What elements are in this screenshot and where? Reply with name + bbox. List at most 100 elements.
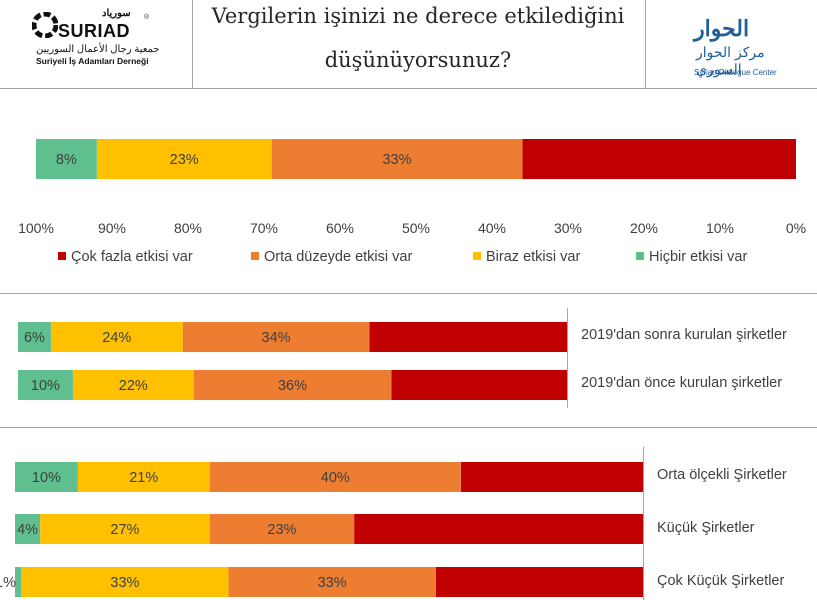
bar-segment-biraz-1-0 — [50, 322, 183, 352]
bar-segment-hicbir-1-1 — [18, 370, 73, 400]
data-label-orta-2-2: 33% — [318, 575, 347, 591]
legend-swatch-biraz — [473, 252, 481, 260]
x-tick-label: 100% — [18, 220, 54, 236]
legend-item-biraz: Biraz etkisi var — [473, 249, 580, 265]
section-divider-1 — [0, 293, 817, 294]
data-label-hicbir-2-0: 10% — [32, 470, 61, 486]
category-label-kucuk: Küçük Şirketler — [657, 520, 755, 536]
bar-segment-biraz-2-1 — [40, 514, 210, 544]
x-tick-label: 70% — [249, 220, 279, 236]
data-label-hicbir-1-0: 6% — [24, 330, 45, 346]
data-label-biraz-1-1: 22% — [119, 378, 148, 394]
bar-segment-orta-2-1 — [209, 514, 355, 544]
bar-segment-orta-1-1 — [193, 370, 392, 400]
founding-year-stacked-bar-chart: 36% 34% 24% 6% 32% 36% 22% 10% — [18, 322, 567, 400]
data-label-orta-1-1: 36% — [278, 378, 307, 394]
x-tick-label: 90% — [97, 220, 127, 236]
section-divider-2 — [0, 427, 817, 428]
bar-segment-orta-2-2 — [228, 567, 436, 597]
data-label-biraz-2-0: 21% — [129, 470, 158, 486]
data-label-cok-1-1: 32% — [465, 378, 494, 394]
registered-mark: ® — [144, 14, 150, 21]
bar-segment-biraz-1-1 — [72, 370, 194, 400]
title-line-1: Vergilerin işinizi ne derece etkilediğin… — [211, 4, 625, 28]
legend-label-cok: Çok fazla etkisi var — [71, 249, 193, 265]
bar-segment-cok-0-0 — [522, 139, 796, 179]
data-label-cok-1-0: 36% — [454, 330, 483, 346]
suriad-emblem-icon — [32, 12, 58, 38]
data-label-cok-2-2: 33% — [525, 575, 554, 591]
data-label-cok-2-1: 46% — [484, 522, 513, 538]
company-size-stacked-bar-chart: 29% 40% 21% 10% 46% 23% 27% 4% 33% 33% 33% 1% — [0, 462, 643, 597]
suriad-arabic-subtitle: جمعية رجال الأعمال السوريين — [36, 44, 160, 55]
legend-swatch-orta — [251, 252, 259, 260]
data-label-biraz-2-2: 33% — [110, 575, 139, 591]
suriad-wordmark: SURIAD — [58, 21, 131, 41]
bar-segment-hicbir-2-0 — [15, 462, 78, 492]
x-tick-label: 30% — [553, 220, 583, 236]
sdc-arabic-title: الحوار — [694, 16, 750, 41]
suriad-arabic-name: سورياد — [102, 8, 131, 19]
bar-segment-cok-2-2 — [435, 567, 643, 597]
chart-legend: Çok fazla etkisi var Orta düzeyde etkisi… — [0, 249, 817, 267]
category-label-before-2019: 2019'dan önce kurulan şirketler — [581, 375, 783, 391]
x-tick-label: 60% — [325, 220, 355, 236]
bar-segment-cok-1-0 — [369, 322, 567, 352]
bar-segment-biraz-2-2 — [21, 567, 229, 597]
sdc-arabic-subtitle: مركز الحوار السوري — [696, 44, 765, 77]
header-bottom-divider — [0, 88, 817, 89]
title-line-2: düşünüyorsunuz? — [324, 48, 512, 72]
bar-segment-hicbir-1-0 — [18, 322, 51, 352]
x-tick-label: 80% — [173, 220, 203, 236]
bar-segment-hicbir-2-1 — [15, 514, 41, 544]
data-label-orta-2-1: 23% — [267, 522, 296, 538]
bar-segment-biraz-0-0 — [96, 139, 272, 179]
bar-segment-cok-2-1 — [354, 514, 643, 544]
company-size-category-bracket — [643, 447, 644, 600]
bar-segment-orta-1-0 — [182, 322, 370, 352]
category-label-orta-olcekli: Orta ölçekli Şirketler — [657, 467, 787, 483]
legend-item-cok: Çok fazla etkisi var — [58, 249, 193, 265]
data-label-cok-2-0: 29% — [537, 470, 566, 486]
data-label-orta-2-0: 40% — [321, 470, 350, 486]
founding-year-category-bracket — [567, 308, 568, 408]
sdc-latin-name: Syrian Dialogue Center — [694, 68, 777, 77]
data-label-hicbir-2-2: 1% — [0, 575, 16, 591]
data-label-cok-0-0: 36% — [645, 152, 674, 168]
bar-segment-hicbir-2-2 — [15, 567, 22, 597]
data-label-hicbir-2-1: 4% — [17, 522, 38, 538]
suriad-latin-subtitle: Suriyeli İş Adamları Derneği — [36, 56, 149, 66]
bar-segment-orta-0-0 — [271, 139, 523, 179]
x-tick-label: 20% — [629, 220, 659, 236]
bar-segment-hicbir-0-0 — [36, 139, 97, 179]
data-label-orta-0-0: 33% — [382, 152, 411, 168]
legend-label-biraz: Biraz etkisi var — [486, 249, 581, 265]
bar-segment-biraz-2-0 — [77, 462, 210, 492]
category-label-after-2019: 2019'dan sonra kurulan şirketler — [581, 327, 787, 343]
legend-swatch-hicbir — [636, 252, 644, 260]
data-label-biraz-1-0: 24% — [102, 330, 131, 346]
syrian-dialogue-center-logo: الحوار مركز الحوار السوري Syrian Dialogu… — [684, 14, 784, 80]
x-tick-label: 50% — [401, 220, 431, 236]
legend-swatch-cok — [58, 252, 66, 260]
legend-label-orta: Orta düzeyde etkisi var — [264, 249, 413, 265]
x-tick-label: 10% — [705, 220, 735, 236]
bar-segment-cok-2-0 — [460, 462, 643, 492]
category-label-cok-kucuk: Çok Küçük Şirketler — [657, 573, 785, 589]
legend-item-orta: Orta düzeyde etkisi var — [251, 249, 412, 265]
legend-label-hicbir: Hiçbir etkisi var — [649, 249, 748, 265]
header-right-divider — [645, 0, 646, 88]
page-title: Vergilerin işinizi ne derece etkilediğin… — [192, 0, 644, 72]
data-label-biraz-2-1: 27% — [110, 522, 139, 538]
data-label-hicbir-1-1: 10% — [31, 378, 60, 394]
header-left-divider — [192, 0, 193, 88]
bar-segment-cok-1-1 — [391, 370, 567, 400]
legend-item-hicbir: Hiçbir etkisi var — [636, 249, 747, 265]
overall-stacked-bar-chart: 36% 33% 23% 8% — [36, 139, 796, 179]
data-label-hicbir-0-0: 8% — [56, 152, 77, 168]
data-label-biraz-0-0: 23% — [170, 152, 199, 168]
x-tick-label: 0% — [785, 220, 807, 236]
x-tick-label: 40% — [477, 220, 507, 236]
data-label-orta-1-0: 34% — [262, 330, 291, 346]
suriad-logo: سورياد SURIAD ® جمعية رجال الأعمال السور… — [28, 8, 178, 74]
